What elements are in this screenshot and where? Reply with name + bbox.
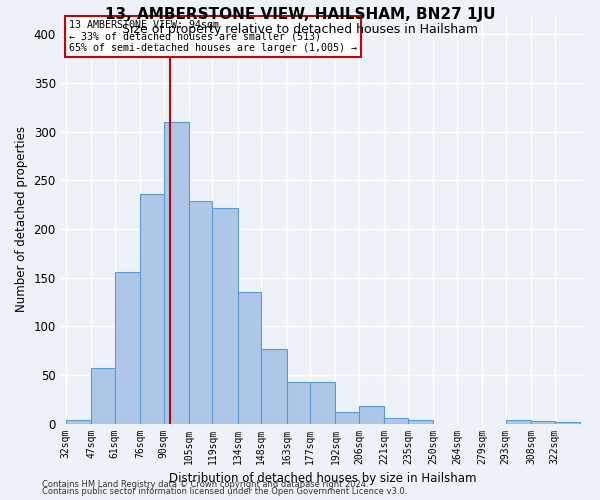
Bar — [359, 406, 385, 423]
X-axis label: Distribution of detached houses by size in Hailsham: Distribution of detached houses by size … — [169, 472, 476, 485]
Y-axis label: Number of detached properties: Number of detached properties — [15, 126, 28, 312]
Text: 13 AMBERSTONE VIEW: 94sqm
← 33% of detached houses are smaller (513)
65% of semi: 13 AMBERSTONE VIEW: 94sqm ← 33% of detac… — [69, 20, 357, 53]
Bar — [212, 208, 238, 424]
Bar — [506, 420, 531, 424]
Text: Contains public sector information licensed under the Open Government Licence v3: Contains public sector information licen… — [42, 487, 407, 496]
Bar — [115, 272, 140, 424]
Bar — [189, 201, 212, 424]
Bar — [91, 368, 115, 424]
Text: Size of property relative to detached houses in Hailsham: Size of property relative to detached ho… — [122, 22, 478, 36]
Bar — [164, 122, 189, 424]
Text: Contains HM Land Registry data © Crown copyright and database right 2024.: Contains HM Land Registry data © Crown c… — [42, 480, 368, 489]
Bar — [531, 420, 554, 424]
Bar — [335, 412, 359, 424]
Bar — [310, 382, 335, 424]
Bar — [385, 418, 408, 424]
Bar — [408, 420, 433, 424]
Bar — [66, 420, 91, 424]
Bar — [238, 292, 261, 424]
Bar — [261, 348, 287, 424]
Text: 13, AMBERSTONE VIEW, HAILSHAM, BN27 1JU: 13, AMBERSTONE VIEW, HAILSHAM, BN27 1JU — [105, 8, 495, 22]
Bar — [140, 194, 164, 424]
Bar — [554, 422, 580, 424]
Bar — [287, 382, 310, 424]
